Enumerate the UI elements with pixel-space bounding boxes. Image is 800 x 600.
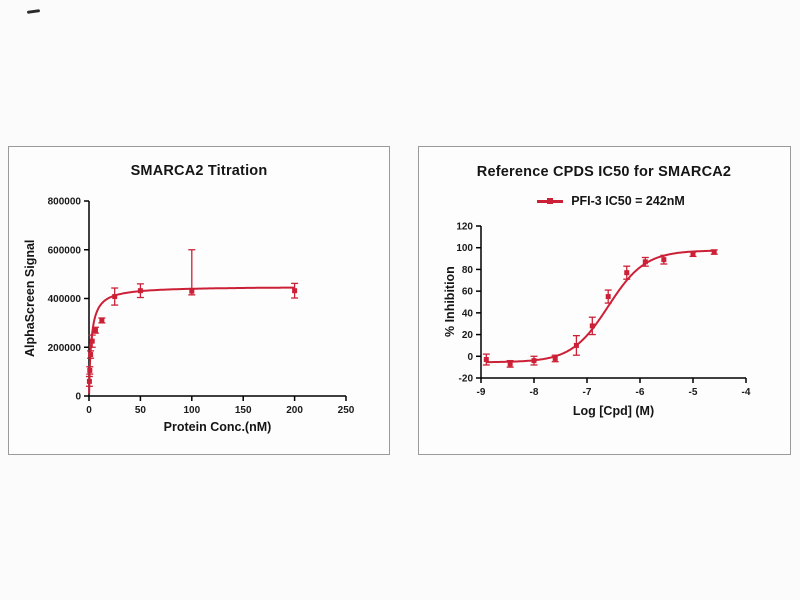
legend-label: PFI-3 IC50 = 242nM: [571, 194, 685, 208]
svg-text:250: 250: [338, 405, 355, 416]
svg-text:60: 60: [462, 287, 474, 298]
svg-text:0: 0: [75, 392, 81, 403]
svg-text:150: 150: [235, 405, 252, 416]
ic50-chart-title: Reference CPDS IC50 for SMARCA2: [476, 164, 732, 180]
svg-text:100: 100: [456, 243, 473, 254]
titration-chart-title: SMARCA2 Titration: [130, 163, 268, 179]
legend: PFI-3 IC50 = 242nM: [471, 194, 751, 208]
titration-chart-panel: SMARCA2 Titration AlphaScreen Signal Pro…: [8, 146, 390, 455]
svg-text:100: 100: [183, 405, 200, 416]
svg-text:-5: -5: [689, 387, 698, 398]
svg-text:0: 0: [467, 352, 473, 363]
svg-text:600000: 600000: [48, 245, 82, 256]
svg-text:-6: -6: [636, 387, 645, 398]
svg-text:40: 40: [462, 308, 474, 319]
svg-text:200000: 200000: [48, 343, 82, 354]
titration-x-axis-label: Protein Conc.(nM): [163, 420, 272, 434]
titration-plot: 0 200000 400000 600000 800000 0 50 100 150 200 250: [48, 197, 355, 417]
ic50-chart-panel: Reference CPDS IC50 for SMARCA2 PFI-3 IC…: [418, 146, 791, 455]
legend-line-marker-icon: [537, 197, 564, 204]
svg-text:-9: -9: [477, 387, 486, 398]
svg-text:80: 80: [462, 265, 474, 276]
svg-text:-8: -8: [530, 387, 539, 398]
svg-text:50: 50: [135, 405, 147, 416]
ic50-plot: -20 0 20 40 60 80 100 120 -9 -8 -7 -6 -5 -4: [456, 222, 751, 399]
svg-text:800000: 800000: [48, 197, 82, 208]
svg-text:120: 120: [456, 222, 473, 233]
svg-text:-4: -4: [742, 387, 751, 398]
ic50-x-axis-label: Log [Cpd] (M): [572, 404, 655, 418]
svg-text:-7: -7: [583, 387, 592, 398]
svg-text:200: 200: [286, 405, 303, 416]
scan-artifact-mark: [26, 9, 41, 14]
svg-text:-20: -20: [459, 374, 474, 385]
legend-square-marker-icon: [547, 197, 554, 204]
svg-text:400000: 400000: [48, 294, 82, 305]
svg-text:20: 20: [462, 330, 474, 341]
svg-text:0: 0: [86, 405, 92, 416]
